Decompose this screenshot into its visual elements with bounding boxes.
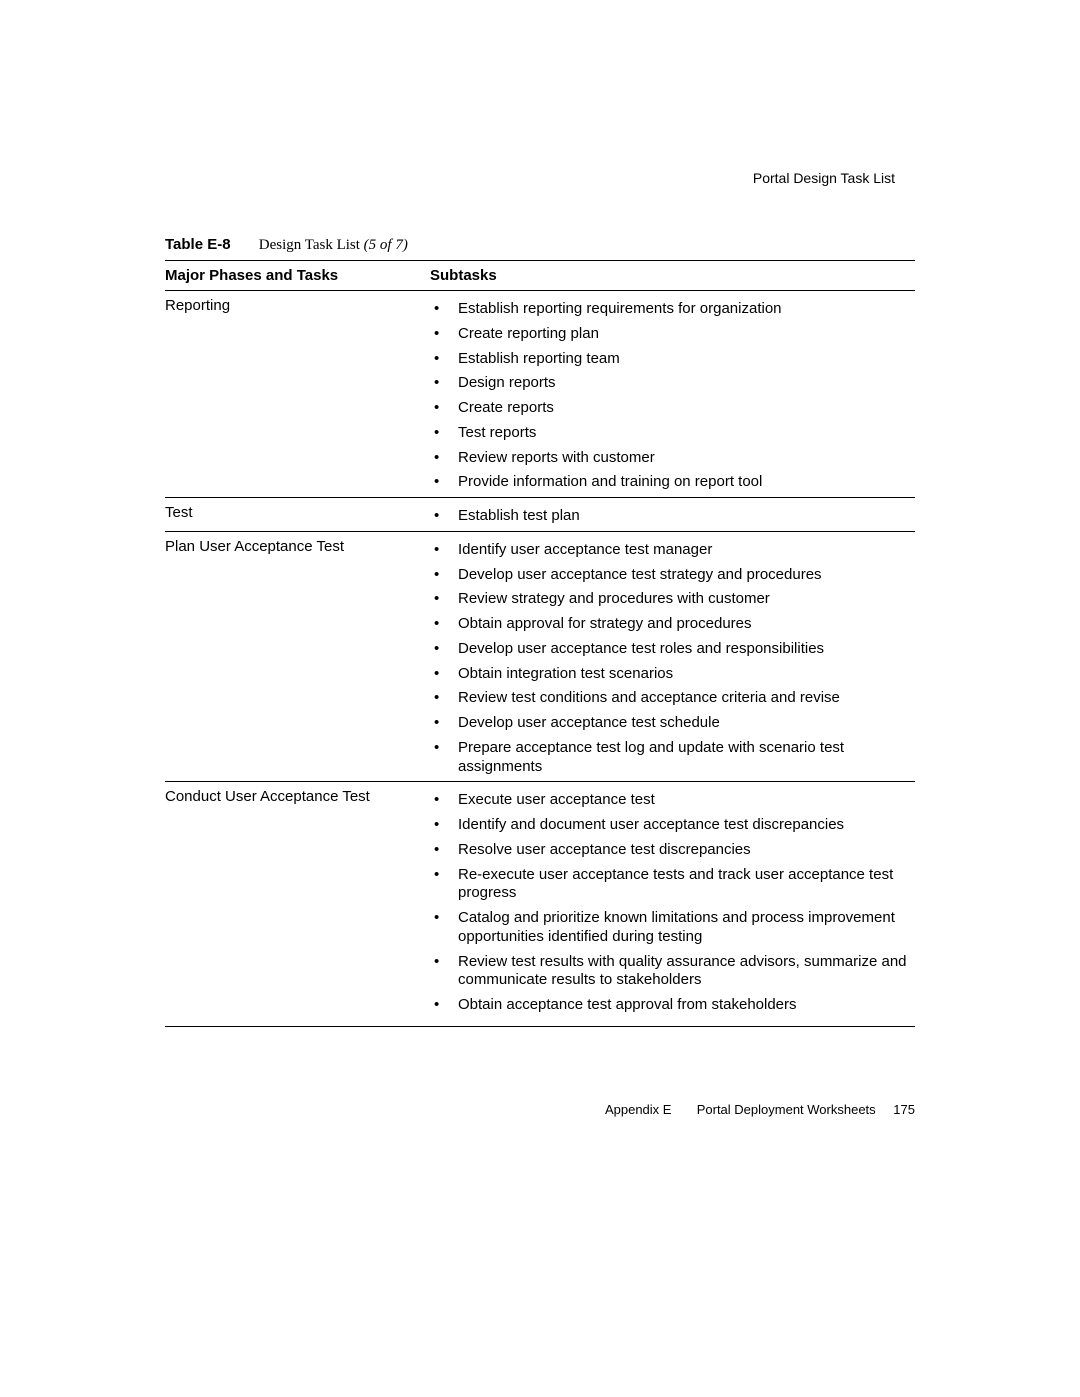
table-row: Conduct User Acceptance TestExecute user… bbox=[165, 782, 915, 1027]
subtask-item: Re-execute user acceptance tests and tra… bbox=[430, 863, 911, 907]
subtask-item: Establish reporting team bbox=[430, 347, 911, 372]
subtask-item: Establish reporting requirements for org… bbox=[430, 297, 911, 322]
table-row: ReportingEstablish reporting requirement… bbox=[165, 291, 915, 498]
subtask-item: Create reporting plan bbox=[430, 322, 911, 347]
subtask-list: Execute user acceptance testIdentify and… bbox=[430, 788, 911, 1018]
subtask-list: Establish reporting requirements for org… bbox=[430, 297, 911, 495]
table-title-text: Design Task List bbox=[259, 237, 360, 253]
subtask-item: Design reports bbox=[430, 371, 911, 396]
subtask-item: Obtain integration test scenarios bbox=[430, 662, 911, 687]
subtask-item: Review test results with quality assuran… bbox=[430, 950, 911, 994]
table-caption: Table E-8 Design Task List (5 of 7) bbox=[165, 236, 915, 254]
col-header-subtasks: Subtasks bbox=[430, 261, 915, 291]
footer-title: Portal Deployment Worksheets bbox=[697, 1102, 876, 1117]
footer-appendix: Appendix E bbox=[605, 1102, 672, 1117]
subtask-item: Provide information and training on repo… bbox=[430, 470, 911, 495]
subtask-item: Resolve user acceptance test discrepanci… bbox=[430, 838, 911, 863]
phase-cell: Reporting bbox=[165, 291, 430, 498]
running-head: Portal Design Task List bbox=[165, 170, 915, 186]
subtask-item: Develop user acceptance test schedule bbox=[430, 711, 911, 736]
subtask-item: Identify user acceptance test manager bbox=[430, 538, 911, 563]
table-label: Table E-8 bbox=[165, 236, 231, 253]
subtask-item: Catalog and prioritize known limitations… bbox=[430, 906, 911, 950]
subtask-item: Develop user acceptance test strategy an… bbox=[430, 563, 911, 588]
table-row: TestEstablish test plan bbox=[165, 498, 915, 532]
subtask-item: Obtain approval for strategy and procedu… bbox=[430, 612, 911, 637]
phase-cell: Conduct User Acceptance Test bbox=[165, 782, 430, 1027]
subtask-item: Prepare acceptance test log and update w… bbox=[430, 736, 911, 780]
subtasks-cell: Establish test plan bbox=[430, 498, 915, 532]
subtasks-cell: Identify user acceptance test managerDev… bbox=[430, 531, 915, 782]
subtasks-cell: Establish reporting requirements for org… bbox=[430, 291, 915, 498]
col-header-phase: Major Phases and Tasks bbox=[165, 261, 430, 291]
footer-page-number: 175 bbox=[893, 1102, 915, 1117]
subtask-item: Test reports bbox=[430, 421, 911, 446]
subtask-item: Review test conditions and acceptance cr… bbox=[430, 686, 911, 711]
table-header-row: Major Phases and Tasks Subtasks bbox=[165, 261, 915, 291]
subtask-item: Develop user acceptance test roles and r… bbox=[430, 637, 911, 662]
page: Portal Design Task List Table E-8 Design… bbox=[0, 0, 1080, 1027]
subtasks-cell: Execute user acceptance testIdentify and… bbox=[430, 782, 915, 1027]
subtask-item: Create reports bbox=[430, 396, 911, 421]
subtask-item: Establish test plan bbox=[430, 504, 911, 529]
phase-cell: Test bbox=[165, 498, 430, 532]
subtask-item: Execute user acceptance test bbox=[430, 788, 911, 813]
subtask-item: Review strategy and procedures with cust… bbox=[430, 587, 911, 612]
subtask-item: Obtain acceptance test approval from sta… bbox=[430, 993, 911, 1018]
table-title-paren: (5 of 7) bbox=[364, 237, 408, 253]
subtask-item: Review reports with customer bbox=[430, 446, 911, 471]
phase-cell: Plan User Acceptance Test bbox=[165, 531, 430, 782]
subtask-item: Identify and document user acceptance te… bbox=[430, 813, 911, 838]
subtask-list: Establish test plan bbox=[430, 504, 911, 529]
page-footer: Appendix E Portal Deployment Worksheets … bbox=[605, 1102, 915, 1117]
subtask-list: Identify user acceptance test managerDev… bbox=[430, 538, 911, 780]
table-title: Design Task List (5 of 7) bbox=[259, 237, 408, 253]
table-row: Plan User Acceptance TestIdentify user a… bbox=[165, 531, 915, 782]
design-task-table: Major Phases and Tasks Subtasks Reportin… bbox=[165, 260, 915, 1027]
